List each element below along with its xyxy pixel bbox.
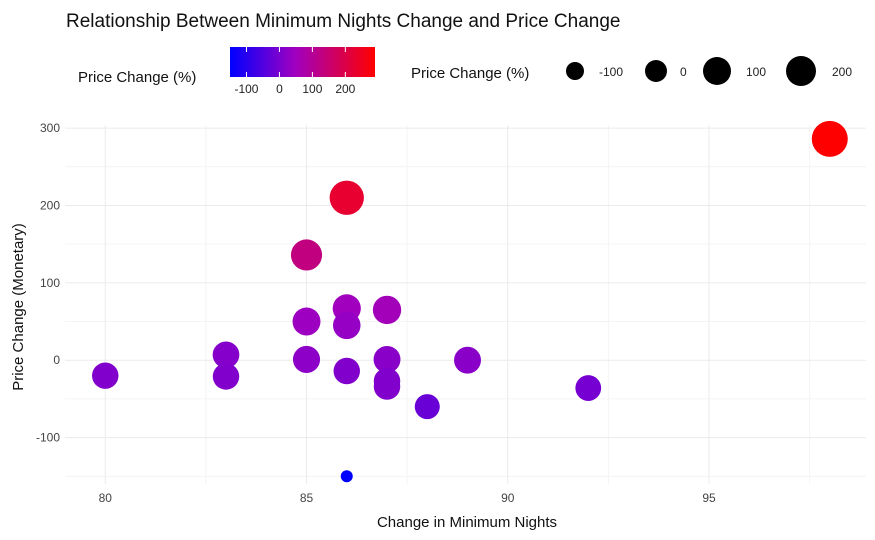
size-legend-label: 0 — [680, 65, 687, 79]
size-legend-key — [645, 60, 667, 82]
scatter-point — [414, 394, 440, 420]
scatter-point — [373, 345, 401, 373]
size-legend-label: 200 — [832, 65, 852, 79]
size-legend-title: Price Change (%) — [411, 65, 529, 82]
scatter-point — [92, 362, 119, 389]
size-legend-label: 100 — [746, 65, 766, 79]
scatter-point — [292, 345, 321, 374]
y-tick-label: 0 — [53, 353, 60, 367]
scatter-point — [332, 311, 361, 340]
size-legend-key — [786, 56, 816, 86]
y-tick-label: 100 — [40, 276, 60, 290]
scatter-point — [212, 341, 240, 369]
color-legend-bar — [230, 47, 375, 77]
color-legend-ticks: -100 0 100 200 — [234, 47, 356, 96]
x-tick-label: 95 — [702, 491, 716, 505]
scatter-point — [329, 180, 364, 215]
scatter-point — [292, 307, 321, 336]
x-axis-title: Change in Minimum Nights — [377, 514, 557, 531]
size-legend-key — [566, 62, 584, 80]
scatter-point — [290, 239, 323, 271]
y-axis-title: Price Change (Monetary) — [10, 223, 27, 391]
size-legend: Price Change (%) -100 0 100 200 — [411, 56, 852, 86]
y-axis-ticks: -100 0 100 200 300 — [36, 121, 60, 444]
x-tick-label: 90 — [501, 491, 515, 505]
y-tick-label: -100 — [36, 431, 60, 445]
grid — [65, 125, 866, 484]
y-tick-label: 300 — [40, 121, 60, 135]
color-legend-tick-label: 200 — [335, 82, 355, 96]
scatter-point — [372, 295, 402, 325]
scatter-point — [811, 120, 848, 157]
size-legend-label: -100 — [599, 65, 623, 79]
size-legend-key — [703, 57, 731, 85]
x-tick-label: 85 — [300, 491, 314, 505]
x-axis-ticks: 80 85 90 95 — [99, 491, 716, 505]
x-tick-label: 80 — [99, 491, 113, 505]
color-legend-tick-label: 100 — [302, 82, 322, 96]
scatter-point — [212, 363, 240, 390]
scatter-point — [454, 346, 481, 374]
color-legend: Price Change (%) -100 0 100 200 — [78, 47, 375, 96]
color-legend-tick-label: -100 — [234, 82, 258, 96]
color-legend-tick-label: 0 — [276, 82, 283, 96]
data-points — [92, 120, 848, 483]
chart-title: Relationship Between Minimum Nights Chan… — [66, 11, 620, 32]
scatter-point — [373, 373, 401, 400]
scatter-point — [575, 375, 602, 401]
color-legend-title: Price Change (%) — [78, 69, 196, 86]
y-tick-label: 200 — [40, 198, 60, 212]
scatter-point — [340, 470, 353, 483]
scatter-point — [333, 357, 360, 385]
